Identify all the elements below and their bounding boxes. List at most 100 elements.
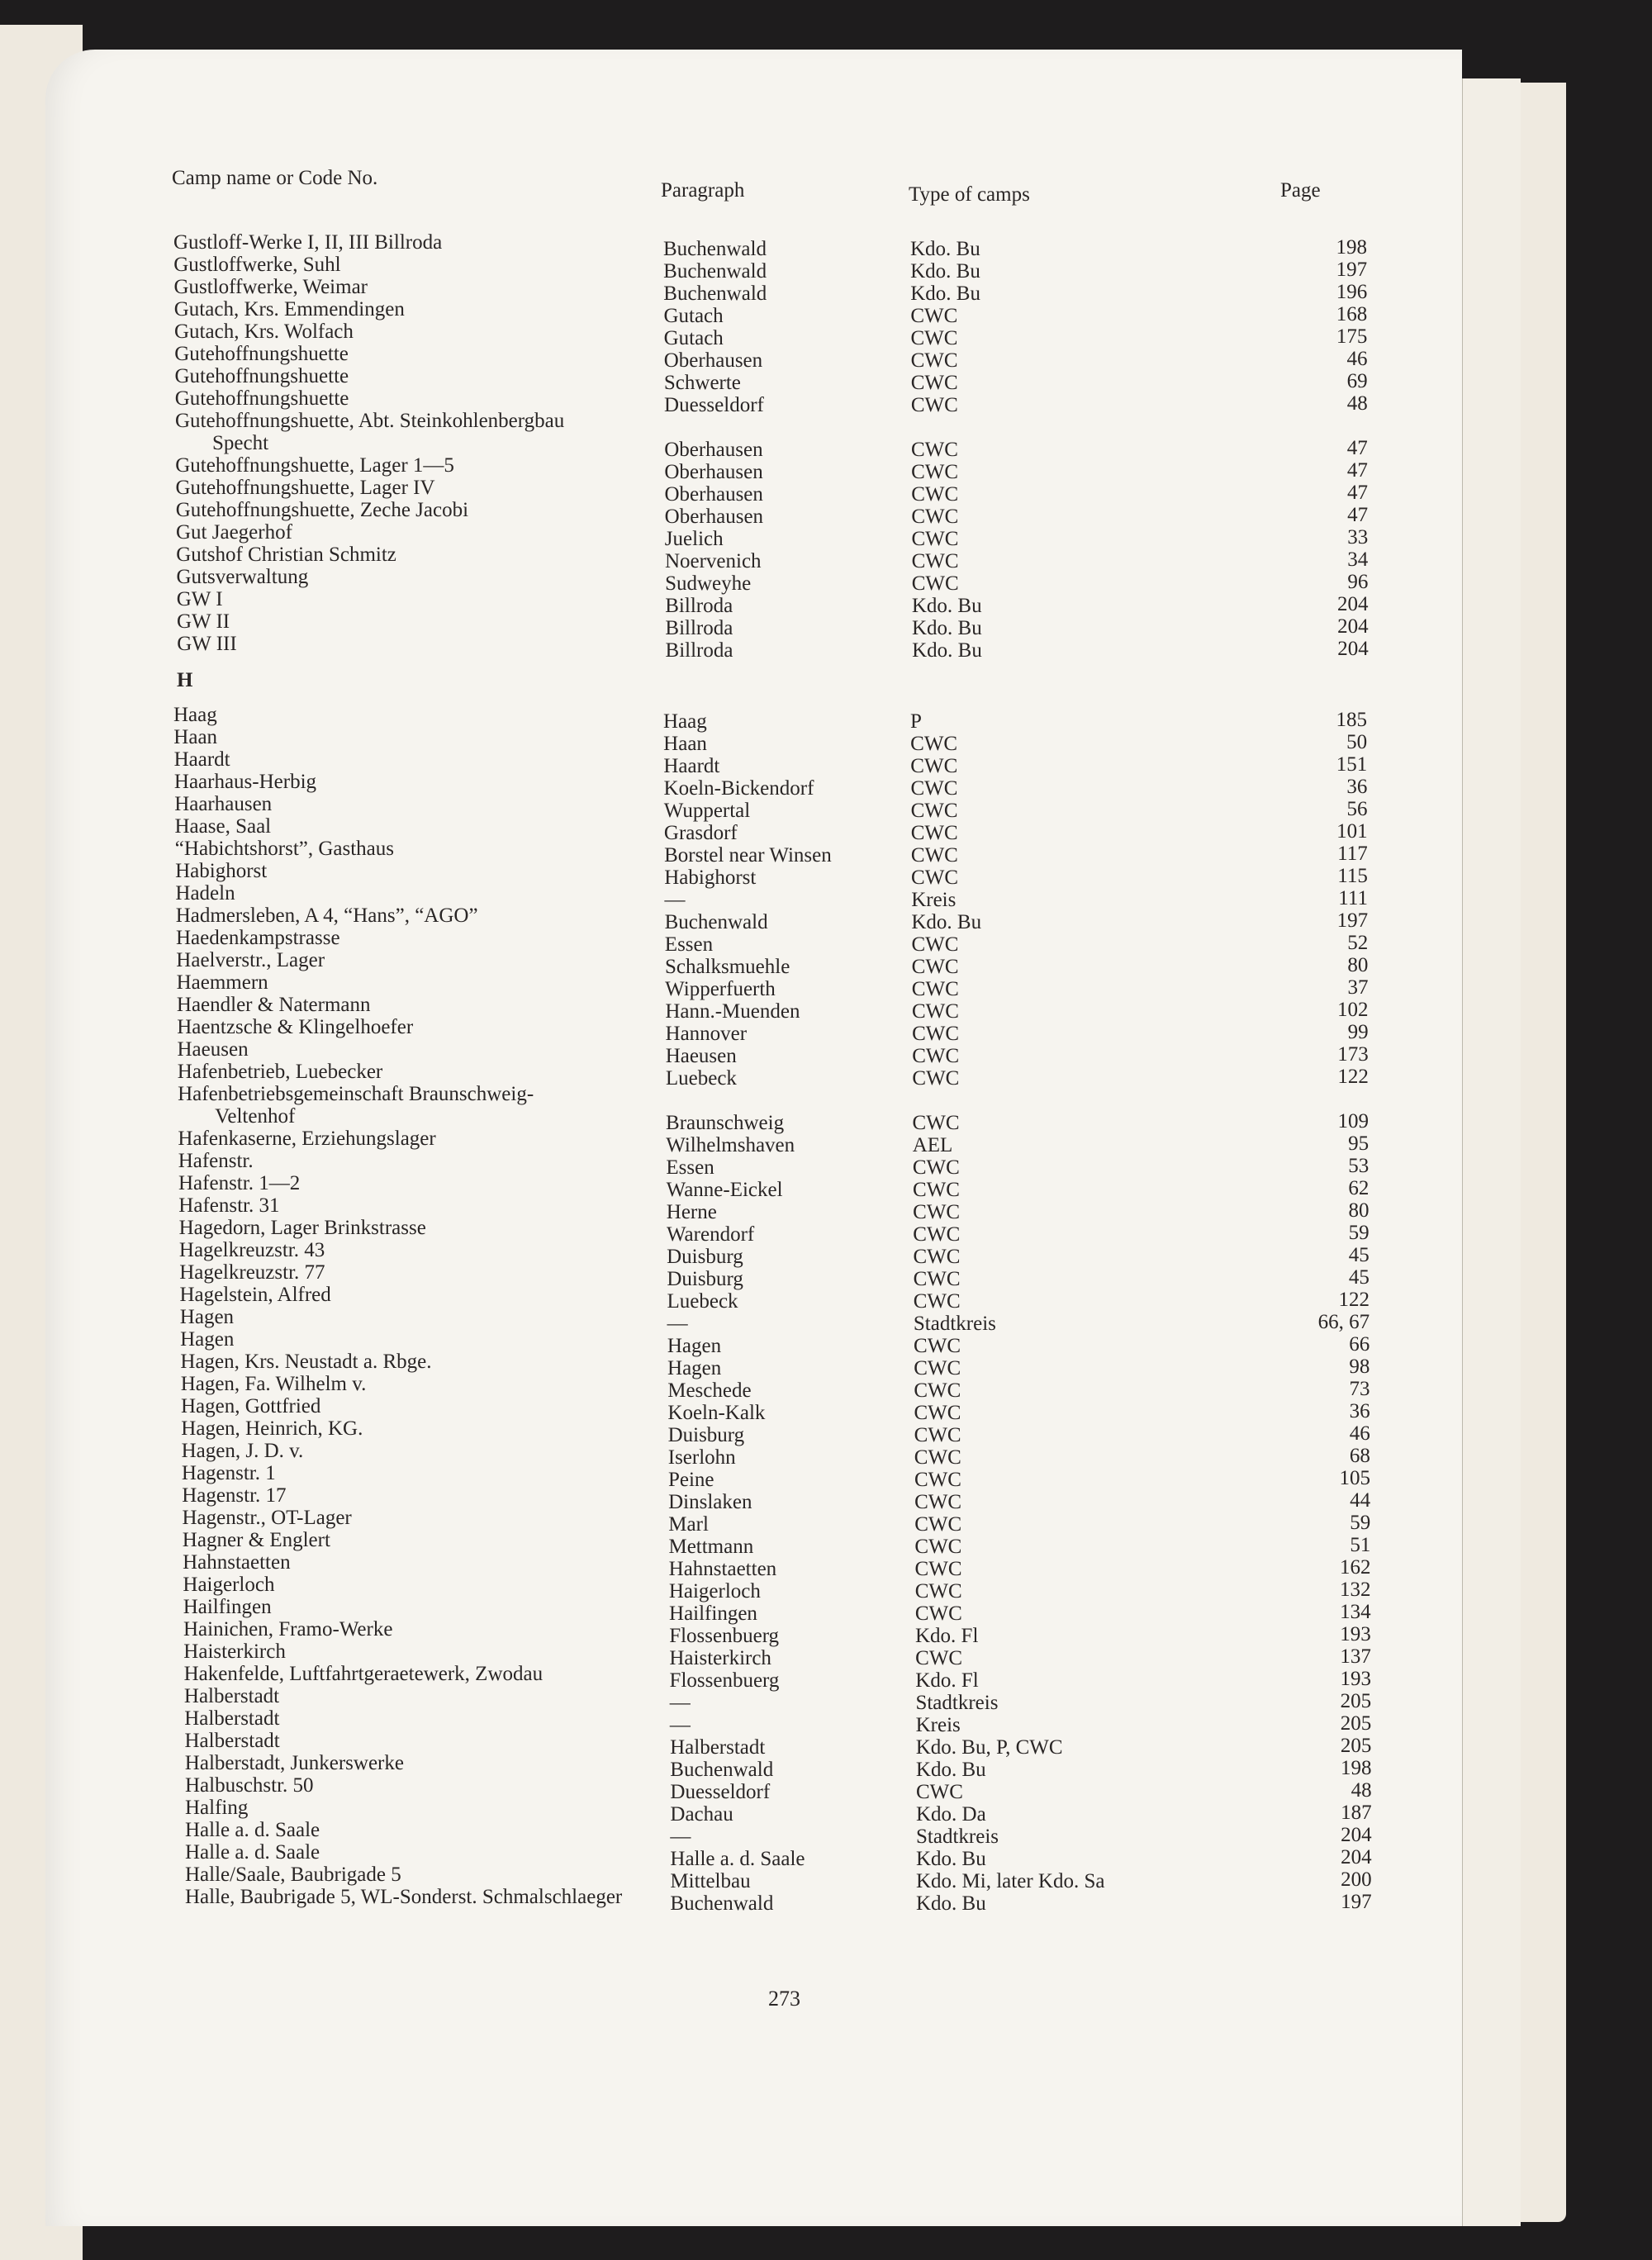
camp-name: Haag [173, 704, 217, 726]
camp-type: CWC [911, 572, 959, 595]
paragraph: — [669, 1692, 691, 1714]
paragraph: Haag [663, 710, 707, 733]
paragraph: Dinslaken [668, 1491, 752, 1513]
camp-type: Stadtkreis [915, 1692, 999, 1714]
camp-name: Haemmern [176, 971, 268, 994]
page-ref: 45 [1348, 1244, 1370, 1266]
camp-name: Hainichen, Framo-Werke [183, 1618, 393, 1640]
camp-type: CWC [912, 1023, 960, 1045]
camp-type: CWC [912, 1112, 960, 1134]
camp-type: CWC [914, 1335, 961, 1357]
camp-type: Kdo. Da [916, 1803, 986, 1826]
camp-name: Halle/Saale, Baubrigade 5 [185, 1864, 401, 1886]
camp-name: Gutach, Krs. Emmendingen [173, 298, 405, 320]
camp-name: Haarhausen [174, 793, 273, 815]
page-ref: 36 [1349, 1400, 1370, 1422]
camp-name: Hagelkreuzstr. 43 [178, 1239, 325, 1261]
page-ref: 205 [1340, 1735, 1372, 1757]
camp-type: CWC [914, 1379, 961, 1402]
paragraph: Oberhausen [664, 439, 763, 461]
paragraph: Duisburg [667, 1246, 743, 1268]
camp-name: “Habichtshorst”, Gasthaus [174, 838, 395, 860]
camp-type: CWC [910, 327, 958, 349]
back-page-edge [1462, 78, 1521, 2226]
paragraph: Buchenwald [663, 282, 767, 305]
page-number: 273 [768, 1987, 800, 2011]
camp-type: CWC [914, 1580, 962, 1602]
camp-type: CWC [911, 528, 959, 550]
camp-name: Haase, Saal [174, 815, 272, 838]
camp-type: Kreis [915, 1714, 961, 1736]
camp-type: CWC [910, 755, 958, 777]
camp-name: Halberstadt [184, 1707, 280, 1730]
paragraph: Haardt [663, 755, 720, 777]
camp-type: P [910, 710, 922, 733]
camp-type: Kdo. Bu [910, 260, 980, 282]
paragraph: Braunschweig [666, 1112, 785, 1134]
camp-name: Halberstadt [183, 1685, 280, 1707]
camp-name-continuation: Veltenhof [215, 1105, 296, 1128]
camp-type: CWC [911, 483, 959, 506]
camp-name: Hafenstr. 31 [178, 1194, 280, 1217]
paragraph: Borstel near Winsen [664, 844, 832, 866]
page-ref: 66 [1349, 1333, 1370, 1356]
column-header-type: Type of camps [909, 183, 1030, 206]
page-ref: 48 [1351, 1779, 1372, 1802]
paragraph: Wilhelmshaven [666, 1134, 795, 1156]
camp-name: Gutehoffnungshuette, Zeche Jacobi [175, 499, 469, 521]
camp-type: CWC [914, 1469, 961, 1491]
paragraph: Hann.-Muenden [665, 1000, 800, 1023]
page-ref: 62 [1348, 1177, 1370, 1199]
page-ref: 122 [1338, 1289, 1370, 1311]
page-ref: 111 [1338, 887, 1368, 909]
paragraph: Essen [666, 1156, 714, 1179]
page-ref: 134 [1340, 1601, 1371, 1623]
camp-name: Hafenstr. 1—2 [178, 1172, 301, 1194]
section-heading: H [177, 669, 193, 691]
paragraph: — [669, 1714, 691, 1736]
camp-type: Kdo. Bu [916, 1848, 986, 1870]
paragraph: Iserlohn [667, 1446, 736, 1469]
paragraph: Schalksmuehle [664, 956, 790, 978]
camp-name: Hailfingen [183, 1596, 272, 1618]
paragraph: Grasdorf [663, 822, 738, 844]
page-ref: 185 [1336, 709, 1368, 731]
camp-name: Gutehoffnungshuette [174, 343, 349, 365]
camp-name: Hagelstein, Alfred [179, 1284, 331, 1306]
camp-name: Hagedorn, Lager Brinkstrasse [178, 1217, 426, 1239]
page-ref: 193 [1340, 1668, 1372, 1690]
page-ref: 96 [1347, 571, 1369, 593]
camp-type: CWC [910, 349, 958, 372]
page-ref: 80 [1347, 954, 1369, 976]
camp-name: Halle a. d. Saale [185, 1819, 320, 1841]
camp-name: Hafenkaserne, Erziehungslager [178, 1128, 436, 1150]
camp-name: Hagenstr. 1 [181, 1462, 276, 1484]
camp-type: CWC [911, 866, 958, 889]
paragraph: Billroda [665, 639, 733, 662]
camp-name: Gut Jaegerhof [176, 521, 292, 544]
camp-name: GW III [177, 633, 237, 655]
page-ref: 36 [1346, 776, 1368, 798]
camp-name: Gutehoffnungshuette [174, 387, 349, 410]
camp-type: CWC [910, 822, 958, 844]
paragraph: Duesseldorf [664, 394, 764, 416]
paragraph: Gutach [663, 305, 724, 327]
camp-type: CWC [913, 1246, 961, 1268]
page-ref: 193 [1340, 1623, 1371, 1645]
page-ref: 151 [1336, 753, 1368, 776]
paragraph: Flossenbuerg [669, 1625, 780, 1647]
paragraph: Haan [663, 733, 707, 755]
column-header-name: Camp name or Code No. [172, 167, 378, 189]
camp-type: CWC [911, 461, 959, 483]
page-ref: 51 [1350, 1534, 1371, 1556]
paragraph: Mettmann [668, 1536, 754, 1558]
paragraph: Buchenwald [670, 1892, 774, 1915]
paragraph: Peine [667, 1469, 714, 1491]
camp-type: CWC [910, 844, 958, 866]
camp-type: CWC [911, 439, 958, 461]
camp-name: Haendler & Natermann [176, 994, 371, 1016]
paragraph: Duisburg [667, 1424, 745, 1446]
paragraph: Wuppertal [663, 800, 751, 822]
page-ref: 53 [1348, 1155, 1370, 1177]
camp-name: Gutehoffnungshuette, Lager IV [175, 477, 435, 499]
